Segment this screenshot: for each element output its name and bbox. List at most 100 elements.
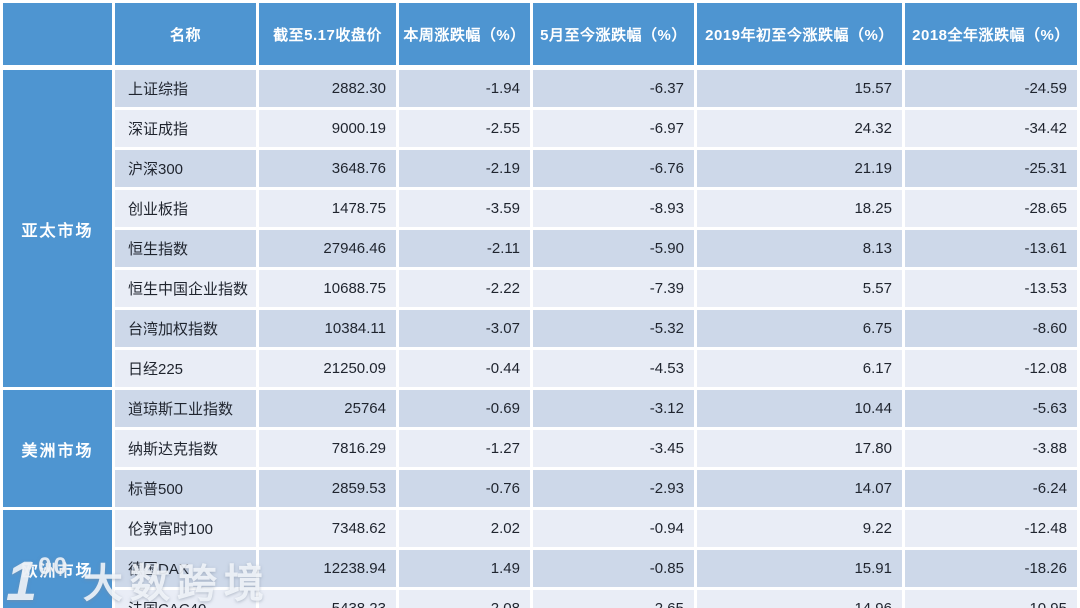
- week-change-cell: -3.59: [399, 190, 530, 227]
- close-cell: 2859.53: [259, 470, 396, 507]
- ytd-2019-cell: 14.07: [697, 470, 902, 507]
- close-cell: 7816.29: [259, 430, 396, 467]
- col-header-week-change: 本周涨跌幅（%）: [399, 3, 530, 67]
- year-2018-cell: -24.59: [905, 70, 1077, 107]
- index-name-cell: 沪深300: [115, 150, 256, 187]
- index-name-cell: 恒生指数: [115, 230, 256, 267]
- ytd-2019-cell: 6.75: [697, 310, 902, 347]
- ytd-2019-cell: 15.91: [697, 550, 902, 587]
- close-cell: 3648.76: [259, 150, 396, 187]
- may-change-cell: -8.93: [533, 190, 694, 227]
- index-name-cell: 德国DAX: [115, 550, 256, 587]
- year-2018-cell: -12.48: [905, 510, 1077, 547]
- table-row: 日经225 21250.09 -0.44 -4.53 6.17 -12.08: [3, 350, 1077, 387]
- year-2018-cell: -18.26: [905, 550, 1077, 587]
- group-label-americas: 美洲市场: [3, 390, 112, 507]
- close-cell: 7348.62: [259, 510, 396, 547]
- week-change-cell: -1.27: [399, 430, 530, 467]
- year-2018-cell: -25.31: [905, 150, 1077, 187]
- close-cell: 5438.23: [259, 590, 396, 608]
- ytd-2019-cell: 18.25: [697, 190, 902, 227]
- close-cell: 10688.75: [259, 270, 396, 307]
- index-name-cell: 恒生中国企业指数: [115, 270, 256, 307]
- may-change-cell: -4.53: [533, 350, 694, 387]
- year-2018-cell: -34.42: [905, 110, 1077, 147]
- may-change-cell: -0.94: [533, 510, 694, 547]
- table-row: 美洲市场 道琼斯工业指数 25764 -0.69 -3.12 10.44 -5.…: [3, 390, 1077, 507]
- ytd-2019-cell: 15.57: [697, 70, 902, 107]
- may-change-cell: -2.93: [533, 470, 694, 507]
- col-header-name: 名称: [115, 3, 256, 67]
- table-row: 恒生中国企业指数 10688.75 -2.22 -7.39 5.57 -13.5…: [3, 270, 1077, 307]
- week-change-cell: -0.69: [399, 390, 530, 427]
- ytd-2019-cell: 6.17: [697, 350, 902, 387]
- table-row: 台湾加权指数 10384.11 -3.07 -5.32 6.75 -8.60: [3, 310, 1077, 347]
- may-change-cell: -6.97: [533, 110, 694, 147]
- close-cell: 27946.46: [259, 230, 396, 267]
- week-change-cell: 2.08: [399, 590, 530, 608]
- table-row: 恒生指数 27946.46 -2.11 -5.90 8.13 -13.61: [3, 230, 1077, 267]
- may-change-cell: -5.32: [533, 310, 694, 347]
- week-change-cell: -2.22: [399, 270, 530, 307]
- year-2018-cell: -12.08: [905, 350, 1077, 387]
- ytd-2019-cell: 9.22: [697, 510, 902, 547]
- table-row: 德国DAX 12238.94 1.49 -0.85 15.91 -18.26: [3, 550, 1077, 587]
- table-row: 法国CAC40 5438.23 2.08 -2.65 14.96 -10.95: [3, 590, 1077, 608]
- year-2018-cell: -13.53: [905, 270, 1077, 307]
- may-change-cell: -6.37: [533, 70, 694, 107]
- corner-cell: [3, 3, 112, 67]
- may-change-cell: -5.90: [533, 230, 694, 267]
- ytd-2019-cell: 10.44: [697, 390, 902, 427]
- col-header-may-change: 5月至今涨跌幅（%）: [533, 3, 694, 67]
- table-row: 亚太市场 上证综指 2882.30 -1.94 -6.37 15.57 -24.…: [3, 70, 1077, 387]
- ytd-2019-cell: 8.13: [697, 230, 902, 267]
- week-change-cell: -1.94: [399, 70, 530, 107]
- table-row: 深证成指 9000.19 -2.55 -6.97 24.32 -34.42: [3, 110, 1077, 147]
- year-2018-cell: -28.65: [905, 190, 1077, 227]
- year-2018-cell: -6.24: [905, 470, 1077, 507]
- may-change-cell: -0.85: [533, 550, 694, 587]
- col-header-2018-change: 2018全年涨跌幅（%）: [905, 3, 1077, 67]
- week-change-cell: -0.76: [399, 470, 530, 507]
- table-row: 欧洲市场 伦敦富时100 7348.62 2.02 -0.94 9.22 -12…: [3, 510, 1077, 608]
- ytd-2019-cell: 21.19: [697, 150, 902, 187]
- year-2018-cell: -10.95: [905, 590, 1077, 608]
- table-row: 纳斯达克指数 7816.29 -1.27 -3.45 17.80 -3.88: [3, 430, 1077, 467]
- index-name-cell: 纳斯达克指数: [115, 430, 256, 467]
- may-change-cell: -3.45: [533, 430, 694, 467]
- close-cell: 12238.94: [259, 550, 396, 587]
- week-change-cell: -2.19: [399, 150, 530, 187]
- index-name-cell: 台湾加权指数: [115, 310, 256, 347]
- index-name-cell: 深证成指: [115, 110, 256, 147]
- year-2018-cell: -13.61: [905, 230, 1077, 267]
- group-label-europe: 欧洲市场: [3, 510, 112, 608]
- index-name-cell: 道琼斯工业指数: [115, 390, 256, 427]
- may-change-cell: -2.65: [533, 590, 694, 608]
- index-name-cell: 日经225: [115, 350, 256, 387]
- close-cell: 9000.19: [259, 110, 396, 147]
- week-change-cell: -2.55: [399, 110, 530, 147]
- col-header-ytd-2019-change: 2019年初至今涨跌幅（%）: [697, 3, 902, 67]
- index-name-cell: 标普500: [115, 470, 256, 507]
- week-change-cell: -0.44: [399, 350, 530, 387]
- close-cell: 21250.09: [259, 350, 396, 387]
- week-change-cell: 1.49: [399, 550, 530, 587]
- close-cell: 2882.30: [259, 70, 396, 107]
- ytd-2019-cell: 5.57: [697, 270, 902, 307]
- may-change-cell: -3.12: [533, 390, 694, 427]
- week-change-cell: -2.11: [399, 230, 530, 267]
- index-name-cell: 创业板指: [115, 190, 256, 227]
- table-row: 沪深300 3648.76 -2.19 -6.76 21.19 -25.31: [3, 150, 1077, 187]
- ytd-2019-cell: 24.32: [697, 110, 902, 147]
- close-cell: 1478.75: [259, 190, 396, 227]
- year-2018-cell: -5.63: [905, 390, 1077, 427]
- year-2018-cell: -3.88: [905, 430, 1077, 467]
- index-name-cell: 上证综指: [115, 70, 256, 107]
- ytd-2019-cell: 14.96: [697, 590, 902, 608]
- close-cell: 10384.11: [259, 310, 396, 347]
- col-header-close-price: 截至5.17收盘价: [259, 3, 396, 67]
- ytd-2019-cell: 17.80: [697, 430, 902, 467]
- week-change-cell: -3.07: [399, 310, 530, 347]
